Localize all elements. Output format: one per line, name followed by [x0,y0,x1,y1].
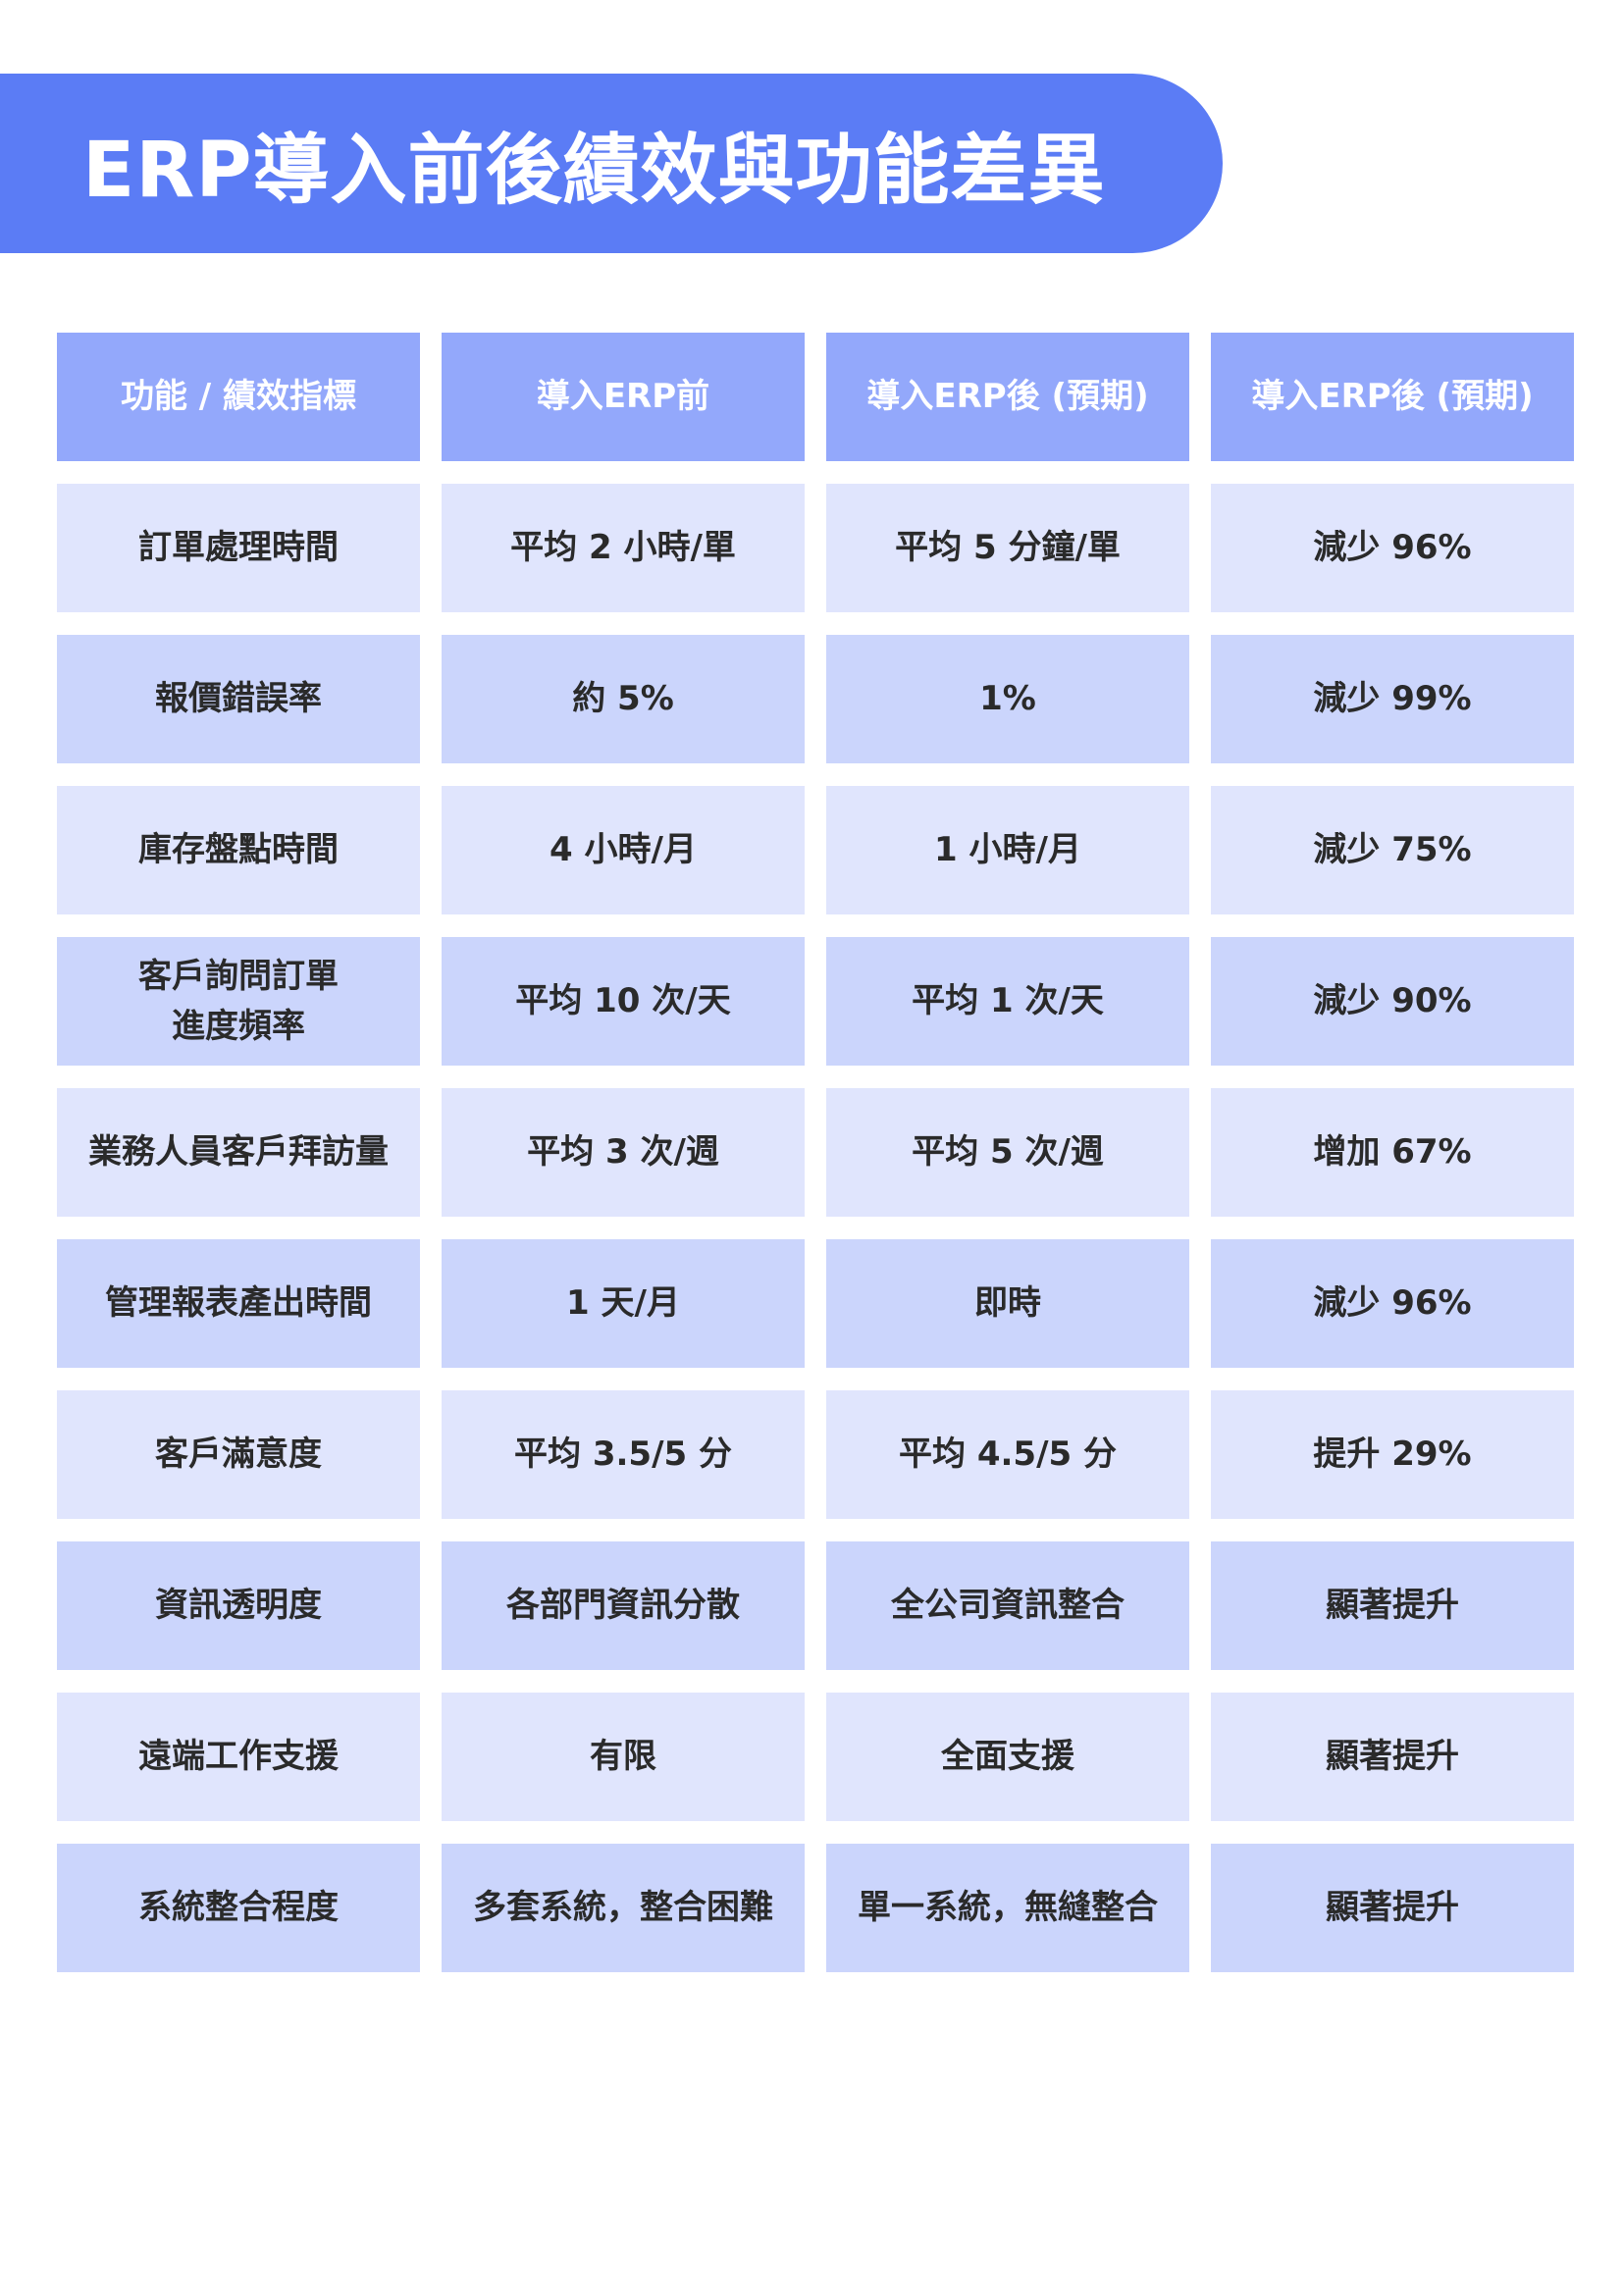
table-cell-change: 減少 99% [1211,635,1574,763]
table-cell-before: 各部門資訊分散 [442,1541,805,1670]
table-cell-change: 減少 96% [1211,484,1574,612]
table-cell-before: 4 小時/月 [442,786,805,914]
table-cell-metric: 遠端工作支援 [57,1693,420,1821]
title-banner: ERP導入前後績效與功能差異 [0,74,1223,253]
table-cell-before: 平均 10 次/天 [442,937,805,1066]
table-cell-metric: 報價錯誤率 [57,635,420,763]
table-cell-after: 單一系統，無縫整合 [826,1844,1189,1972]
table-cell-metric: 系統整合程度 [57,1844,420,1972]
table-cell-change: 顯著提升 [1211,1844,1574,1972]
table-cell-metric: 業務人員客戶拜訪量 [57,1088,420,1217]
table-cell-after: 平均 4.5/5 分 [826,1390,1189,1519]
table-cell-before: 有限 [442,1693,805,1821]
table-header-before: 導入ERP前 [442,333,805,461]
table-cell-after: 平均 5 次/週 [826,1088,1189,1217]
table-cell-metric: 資訊透明度 [57,1541,420,1670]
table-cell-metric: 庫存盤點時間 [57,786,420,914]
table-cell-metric: 客戶詢問訂單 進度頻率 [57,937,420,1066]
table-header-after: 導入ERP後 (預期) [826,333,1189,461]
table-cell-metric: 客戶滿意度 [57,1390,420,1519]
table-cell-after: 平均 1 次/天 [826,937,1189,1066]
table-cell-after: 即時 [826,1239,1189,1368]
page-title: ERP導入前後績效與功能差異 [82,126,1106,215]
table-cell-after: 1 小時/月 [826,786,1189,914]
table-cell-change: 減少 90% [1211,937,1574,1066]
comparison-table: 功能 / 績效指標 導入ERP前 導入ERP後 (預期) 導入ERP後 (預期)… [57,333,1574,1972]
table-cell-after: 全公司資訊整合 [826,1541,1189,1670]
table-cell-before: 平均 3.5/5 分 [442,1390,805,1519]
table-cell-change: 顯著提升 [1211,1541,1574,1670]
table-cell-before: 約 5% [442,635,805,763]
table-cell-change: 顯著提升 [1211,1693,1574,1821]
table-cell-change: 減少 75% [1211,786,1574,914]
table-cell-metric: 管理報表產出時間 [57,1239,420,1368]
table-cell-before: 多套系統，整合困難 [442,1844,805,1972]
table-cell-after: 全面支援 [826,1693,1189,1821]
table-header-metric: 功能 / 績效指標 [57,333,420,461]
table-cell-before: 平均 2 小時/單 [442,484,805,612]
table-cell-change: 提升 29% [1211,1390,1574,1519]
table-cell-change: 減少 96% [1211,1239,1574,1368]
table-cell-metric: 訂單處理時間 [57,484,420,612]
table-cell-after: 平均 5 分鐘/單 [826,484,1189,612]
table-cell-change: 增加 67% [1211,1088,1574,1217]
table-cell-after: 1% [826,635,1189,763]
table-cell-before: 1 天/月 [442,1239,805,1368]
table-cell-before: 平均 3 次/週 [442,1088,805,1217]
table-header-after-change: 導入ERP後 (預期) [1211,333,1574,461]
